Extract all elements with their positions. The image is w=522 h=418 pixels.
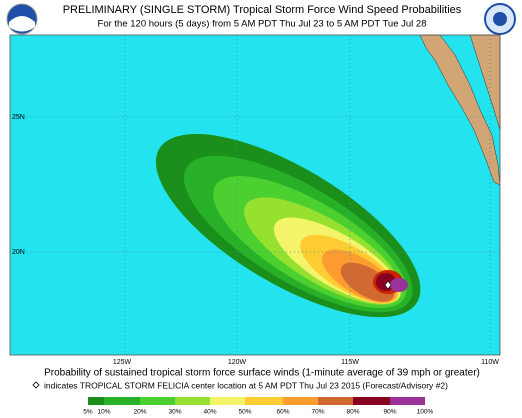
- legend-swatch: [283, 397, 318, 405]
- storm-center: [384, 280, 392, 290]
- note: indicates TROPICAL STORM FELICIA center …: [44, 380, 448, 390]
- lat-label: 25N: [12, 114, 25, 121]
- legend-label: 70%: [311, 409, 324, 416]
- legend-label: 50%: [238, 409, 251, 416]
- legend-label: 10%: [97, 409, 110, 416]
- legend-label: 90%: [383, 409, 396, 416]
- legend-swatch: [88, 397, 104, 405]
- lon-label: 120W: [228, 359, 247, 366]
- map-frame: [9, 34, 501, 356]
- legend-swatch: [245, 397, 283, 405]
- caption: Probability of sustained tropical storm …: [44, 368, 480, 379]
- lon-label: 115W: [341, 359, 359, 366]
- legend-label: 5%: [83, 409, 93, 416]
- legend: 5% 10% 20% 30% 40% 50% 60% 70% 80% 90% 100%: [83, 397, 434, 416]
- nws-logo-center: [493, 12, 507, 26]
- legend-label: 80%: [346, 409, 359, 416]
- legend-label: 30%: [168, 409, 181, 416]
- legend-swatch: [175, 397, 210, 405]
- legend-label: 60%: [276, 409, 289, 416]
- legend-swatch: [104, 397, 140, 405]
- legend-swatch: [390, 397, 425, 405]
- title: PRELIMINARY (SINGLE STORM) Tropical Stor…: [63, 4, 462, 16]
- noaa-logo-bird: [9, 16, 35, 32]
- prob-95-100: [390, 278, 408, 292]
- legend-swatch: [353, 397, 390, 405]
- baja-peninsula: [419, 34, 501, 186]
- center-symbol: [32, 381, 40, 389]
- grid: [10, 35, 500, 355]
- legend-label: 100%: [417, 409, 434, 416]
- legend-label: 40%: [203, 409, 216, 416]
- lat-label: 20N: [12, 249, 25, 256]
- lon-label: 110W: [481, 359, 499, 366]
- subtitle: For the 120 hours (5 days) from 5 AM PDT…: [98, 19, 427, 30]
- legend-swatch: [140, 397, 175, 405]
- legend-swatch: [318, 397, 353, 405]
- lon-label: 125W: [113, 359, 132, 366]
- legend-label: 20%: [133, 409, 146, 416]
- legend-swatch: [210, 397, 245, 405]
